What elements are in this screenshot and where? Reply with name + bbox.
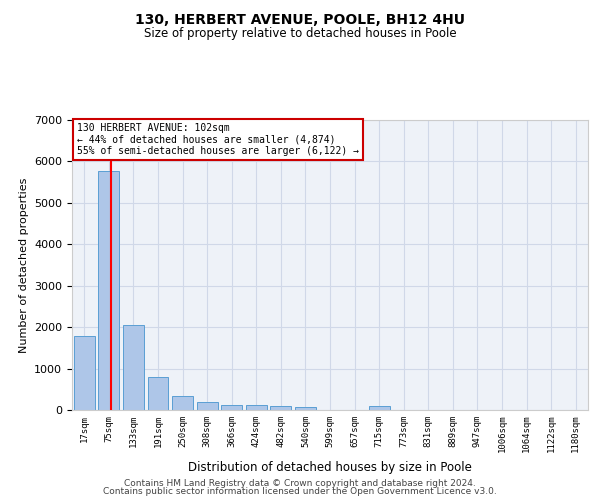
Bar (74, 336, 95, 410)
Bar (98, 170, 119, 410)
Bar (197, 402, 218, 410)
Bar (123, 324, 144, 410)
Bar (221, 405, 242, 410)
Bar (295, 407, 316, 410)
X-axis label: Distribution of detached houses by size in Poole: Distribution of detached houses by size … (188, 461, 472, 474)
Bar (246, 406, 267, 410)
Bar (172, 396, 193, 410)
Bar (271, 406, 292, 410)
Text: 130 HERBERT AVENUE: 102sqm
← 44% of detached houses are smaller (4,874)
55% of s: 130 HERBERT AVENUE: 102sqm ← 44% of deta… (77, 123, 359, 156)
Text: Contains public sector information licensed under the Open Government Licence v3: Contains public sector information licen… (103, 487, 497, 496)
Text: Size of property relative to detached houses in Poole: Size of property relative to detached ho… (143, 28, 457, 40)
Bar (368, 406, 389, 410)
Bar (148, 377, 169, 410)
Text: Contains HM Land Registry data © Crown copyright and database right 2024.: Contains HM Land Registry data © Crown c… (124, 478, 476, 488)
Text: 130, HERBERT AVENUE, POOLE, BH12 4HU: 130, HERBERT AVENUE, POOLE, BH12 4HU (135, 12, 465, 26)
Y-axis label: Number of detached properties: Number of detached properties (19, 178, 29, 352)
